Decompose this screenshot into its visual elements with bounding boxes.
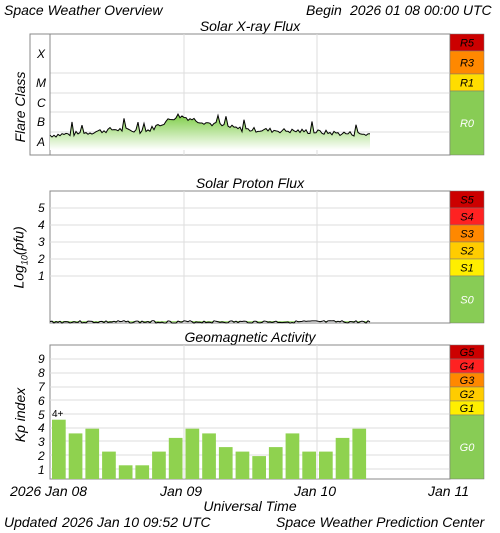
kp-bar <box>85 428 100 479</box>
kp-scale-label-g1: G1 <box>460 403 475 415</box>
kp-bar <box>235 451 250 479</box>
proton-panel-title: Solar Proton Flux <box>195 175 305 191</box>
proton-gridlines <box>50 191 450 323</box>
proton-scale-label-s1: S1 <box>460 263 473 275</box>
kp-bar <box>335 437 350 479</box>
kp-bar <box>202 433 216 479</box>
kp-bar <box>252 456 266 479</box>
xray-flux-fill <box>50 114 370 150</box>
kp-scale-cell-g0 <box>449 414 485 480</box>
proton-tick-3: 3 <box>38 235 45 249</box>
xray-scale-label-r3: R3 <box>460 58 475 70</box>
kp-tick-9: 9 <box>38 352 45 366</box>
kp-scale-label-g4: G4 <box>460 361 475 373</box>
kp-bar <box>319 451 333 479</box>
xray-class-a: A <box>37 135 46 149</box>
kp-plot-area <box>49 344 451 480</box>
kp-tick-8: 8 <box>38 366 45 380</box>
kp-g-scale: G5 G4 G3 G2 G1 G0 <box>449 344 485 480</box>
kp-peak-label: 4+ <box>52 409 64 420</box>
kp-bar <box>185 428 200 479</box>
xray-scale-cell-r0 <box>449 90 485 156</box>
kp-bar <box>102 451 116 479</box>
xray-scale-label-r0: R0 <box>460 118 475 130</box>
proton-tick-4: 4 <box>38 218 45 232</box>
page-title: Space Weather Overview <box>4 2 163 18</box>
proton-scale-label-s5: S5 <box>460 195 474 207</box>
proton-scale-label-s4: S4 <box>460 212 473 224</box>
xray-scale-label-r1: R1 <box>460 78 474 90</box>
xaxis-title: Universal Time <box>203 498 297 514</box>
kp-bar <box>135 465 150 479</box>
kp-tick-3: 3 <box>38 435 45 449</box>
kp-bar <box>168 437 183 479</box>
kp-tick-4: 4 <box>38 421 45 435</box>
xray-r-scale: R5 R3 R1 R0 <box>449 33 485 156</box>
xray-class-x: X <box>37 47 46 61</box>
proton-scale-label-s0: S0 <box>460 295 474 307</box>
proton-tick-1: 1 <box>38 269 45 283</box>
proton-scale-label-s2: S2 <box>460 246 473 258</box>
begin-date: 2026 01 08 00:00 UTC <box>350 2 492 18</box>
xray-panel-title: Solar X-ray Flux <box>199 18 301 34</box>
kp-scale-label-g5: G5 <box>460 347 476 359</box>
proton-plot-area <box>49 190 451 324</box>
proton-s-scale: S5 S4 S3 S2 S1 S0 <box>449 190 485 324</box>
kp-tick-6: 6 <box>38 394 45 408</box>
kp-bar <box>352 428 367 479</box>
kp-bar <box>218 447 233 479</box>
kp-tick-2: 2 <box>38 449 45 463</box>
kp-tick-7: 7 <box>38 380 45 394</box>
kp-bars <box>52 419 367 479</box>
xaxis-label-jan08: 2026 Jan 08 <box>10 483 88 499</box>
proton-tick-5: 5 <box>38 201 45 215</box>
kp-scale-label-g3: G3 <box>460 375 476 387</box>
kp-gridlines <box>50 345 450 479</box>
kp-scale-label-g2: G2 <box>460 389 475 401</box>
kp-bar <box>285 433 300 479</box>
kp-bar <box>268 447 283 479</box>
xaxis-label-jan10: Jan 10 <box>294 483 337 499</box>
xaxis-label-jan09: Jan 09 <box>160 483 203 499</box>
kp-panel-title: Geomagnetic Activity <box>184 329 316 345</box>
kp-bar <box>152 451 166 479</box>
kp-bar <box>118 465 133 479</box>
xaxis-label-jan11: Jan 11 <box>428 483 469 499</box>
kp-tick-5: 5 <box>38 408 45 422</box>
source-credit: Space Weather Prediction Center <box>276 514 485 530</box>
proton-tick-2: 2 <box>38 252 45 266</box>
xray-flux-line <box>49 113 371 138</box>
kp-scale-label-g0: G0 <box>460 442 476 454</box>
updated-label: Updated <box>4 514 57 530</box>
kp-tick-1: 1 <box>38 463 45 477</box>
kp-bar <box>302 451 316 479</box>
begin-label: Begin <box>306 2 342 18</box>
xray-class-box <box>29 33 51 156</box>
xray-class-m: M <box>36 76 46 90</box>
xray-class-b: B <box>37 115 46 129</box>
kp-bar <box>68 433 83 479</box>
xray-class-c: C <box>37 96 46 110</box>
kp-bar <box>52 419 66 479</box>
proton-scale-label-s3: S3 <box>460 229 474 241</box>
updated-time: 2026 Jan 10 09:52 UTC <box>62 514 211 530</box>
xray-scale-label-r5: R5 <box>460 38 475 50</box>
proton-scale-cell-s0 <box>449 275 485 324</box>
proton-flux-line <box>49 320 371 324</box>
